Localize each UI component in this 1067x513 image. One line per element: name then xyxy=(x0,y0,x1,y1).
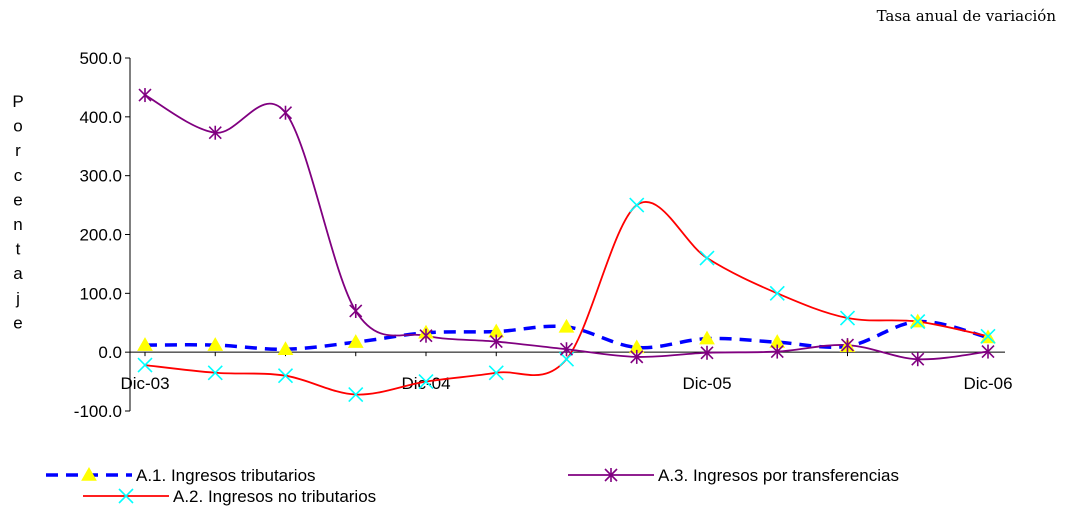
x-tick-label: Dic-05 xyxy=(682,374,731,393)
y-axis-label-letter: t xyxy=(16,240,21,259)
y-axis-label-letter: P xyxy=(12,92,23,111)
data-point-series-2 xyxy=(207,365,223,381)
y-tick-label: -100.0 xyxy=(74,402,122,421)
y-tick-label: 400.0 xyxy=(79,108,122,127)
y-axis-label-letter: c xyxy=(14,166,23,185)
data-point-series-3 xyxy=(138,88,152,103)
data-point-series-3 xyxy=(770,344,784,359)
y-axis-label-letter: r xyxy=(15,141,21,160)
axes: 500.0 400.0 300.0 200.0 100.0 0.0 -100.0 Dic-03… xyxy=(74,49,1013,421)
legend-label: A.2. Ingresos no tributarios xyxy=(173,487,376,506)
y-tick-label: 300.0 xyxy=(79,167,122,186)
series-markers xyxy=(137,88,996,403)
legend: A.1. Ingresos tributarios A.2. Ingresos n… xyxy=(46,466,899,506)
data-point-series-2 xyxy=(137,357,153,373)
data-point-series-2 xyxy=(348,386,364,403)
data-point-series-3 xyxy=(349,303,363,318)
legend-item-1: A.1. Ingresos tributarios xyxy=(46,466,316,485)
data-point-series-3 xyxy=(278,105,293,120)
legend-marker xyxy=(604,468,618,482)
data-point-series-1 xyxy=(137,337,153,351)
y-axis-label-letter: j xyxy=(15,289,20,308)
x-tick-label: Dic-06 xyxy=(963,374,1012,393)
y-tick-label: 500.0 xyxy=(79,49,122,68)
data-point-series-2 xyxy=(910,314,926,330)
data-point-series-3 xyxy=(700,345,714,360)
data-point-series-3 xyxy=(630,349,644,364)
y-tick-label: 100.0 xyxy=(79,284,122,303)
legend-marker xyxy=(118,488,134,504)
data-point-series-2 xyxy=(980,328,996,344)
data-point-series-3 xyxy=(419,328,433,343)
data-point-series-3 xyxy=(489,334,503,349)
y-tick-label: 0.0 xyxy=(98,343,122,362)
data-point-series-3 xyxy=(559,342,574,357)
data-point-series-2 xyxy=(488,365,504,381)
data-point-series-1 xyxy=(699,330,715,345)
y-axis-label-letter: e xyxy=(13,190,22,209)
y-axis-label-letter: n xyxy=(13,215,22,234)
x-tick-label: Dic-03 xyxy=(120,374,169,393)
data-point-series-2 xyxy=(839,310,856,326)
y-axis-label-letter: a xyxy=(13,264,23,283)
y-axis-label-letter: o xyxy=(13,117,22,136)
data-point-series-2 xyxy=(629,197,645,213)
chart-subtitle: Tasa anual de variación xyxy=(877,7,1057,25)
data-point-series-2 xyxy=(277,368,294,384)
y-tick-label: 200.0 xyxy=(79,226,122,245)
data-point-series-3 xyxy=(840,338,855,353)
x-tick-label: Dic-04 xyxy=(401,374,450,393)
data-point-series-1 xyxy=(558,318,575,333)
data-point-series-2 xyxy=(699,250,715,266)
data-point-series-1 xyxy=(207,337,224,351)
data-point-series-2 xyxy=(769,285,785,301)
data-point-series-3 xyxy=(208,125,222,140)
legend-item-3: A.3. Ingresos por transferencias xyxy=(568,466,899,485)
data-point-series-3 xyxy=(981,344,995,359)
legend-label: A.1. Ingresos tributarios xyxy=(136,466,316,485)
legend-label: A.3. Ingresos por transferencias xyxy=(658,466,899,485)
data-point-series-1 xyxy=(277,341,294,355)
data-point-series-2 xyxy=(418,374,434,390)
data-point-series-1 xyxy=(347,334,364,348)
y-axis-label-letter: e xyxy=(13,313,22,332)
legend-item-2: A.2. Ingresos no tributarios xyxy=(83,487,376,506)
data-point-series-3 xyxy=(911,352,925,367)
series-line-2 xyxy=(144,201,989,396)
legend-marker xyxy=(81,466,97,481)
